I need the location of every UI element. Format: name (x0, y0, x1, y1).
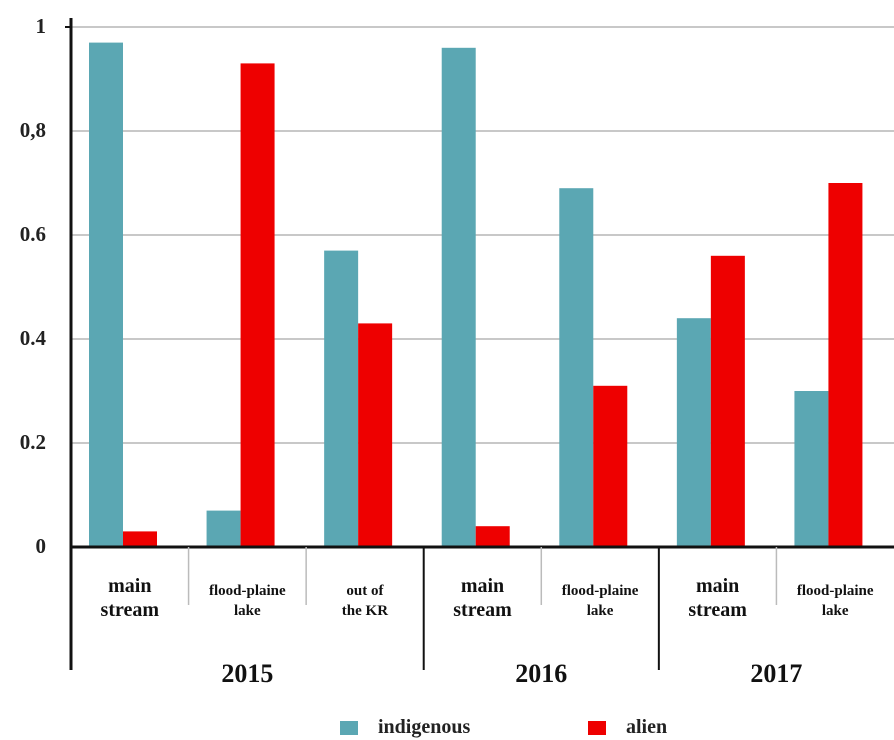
legend-swatch-indigenous (340, 720, 358, 735)
category-label: lake (587, 603, 614, 619)
bar-indigenous (324, 250, 359, 547)
legend-label-indigenous: indigenous (378, 716, 471, 738)
y-tick-label: 0.6 (20, 222, 46, 246)
bar-indigenous (676, 318, 711, 547)
category-label: main (696, 575, 739, 597)
bar-alien (123, 531, 157, 547)
category-label: the KR (342, 603, 388, 619)
y-tick-label: 0.4 (20, 326, 47, 350)
bar-indigenous (206, 510, 241, 547)
category-label: stream (688, 599, 747, 621)
category-label: out of (346, 583, 384, 599)
y-axis-ticks: 0 0.2 0.4 0.6 0,8 1 (20, 14, 47, 558)
category-label: main (108, 575, 151, 597)
bar-indigenous (794, 391, 829, 547)
legend-swatch-alien (588, 720, 606, 735)
bar-indigenous (89, 42, 123, 547)
y-tick-label: 0 (36, 534, 47, 558)
legend: indigenous alien (0, 716, 894, 740)
bar-alien (240, 63, 275, 548)
category-label: stream (453, 599, 512, 621)
group-label: 2016 (515, 659, 567, 688)
category-label: flood-plaine (562, 583, 639, 599)
bar-alien (710, 255, 745, 548)
bar-alien (828, 183, 863, 547)
category-label: lake (822, 603, 849, 619)
y-tick-label: 0.2 (20, 430, 46, 454)
group-label: 2017 (750, 659, 802, 688)
bar-alien (475, 526, 510, 547)
x-axis-groups: 2015 2016 2017 (221, 659, 802, 688)
legend-label-alien: alien (626, 716, 668, 738)
axes (65, 18, 894, 670)
bar-alien (593, 385, 628, 547)
legend-item-alien: alien (588, 716, 667, 739)
y-tick-label: 0,8 (20, 118, 46, 142)
bar-alien (358, 323, 393, 547)
category-label: stream (101, 599, 160, 621)
category-label: lake (234, 603, 261, 619)
category-label: main (461, 575, 504, 597)
category-label: flood-plaine (797, 583, 874, 599)
y-tick-label: 1 (36, 14, 47, 38)
bars (89, 42, 863, 548)
bar-chart: 00.20.40.60,81 mainstreamflood-plainelak… (20, 14, 894, 688)
bar-indigenous (559, 188, 594, 547)
group-label: 2015 (221, 659, 273, 688)
legend-item-indigenous: indigenous (340, 716, 470, 739)
bar-indigenous (441, 47, 476, 548)
category-label: flood-plaine (209, 583, 286, 599)
gridlines (71, 26, 894, 444)
